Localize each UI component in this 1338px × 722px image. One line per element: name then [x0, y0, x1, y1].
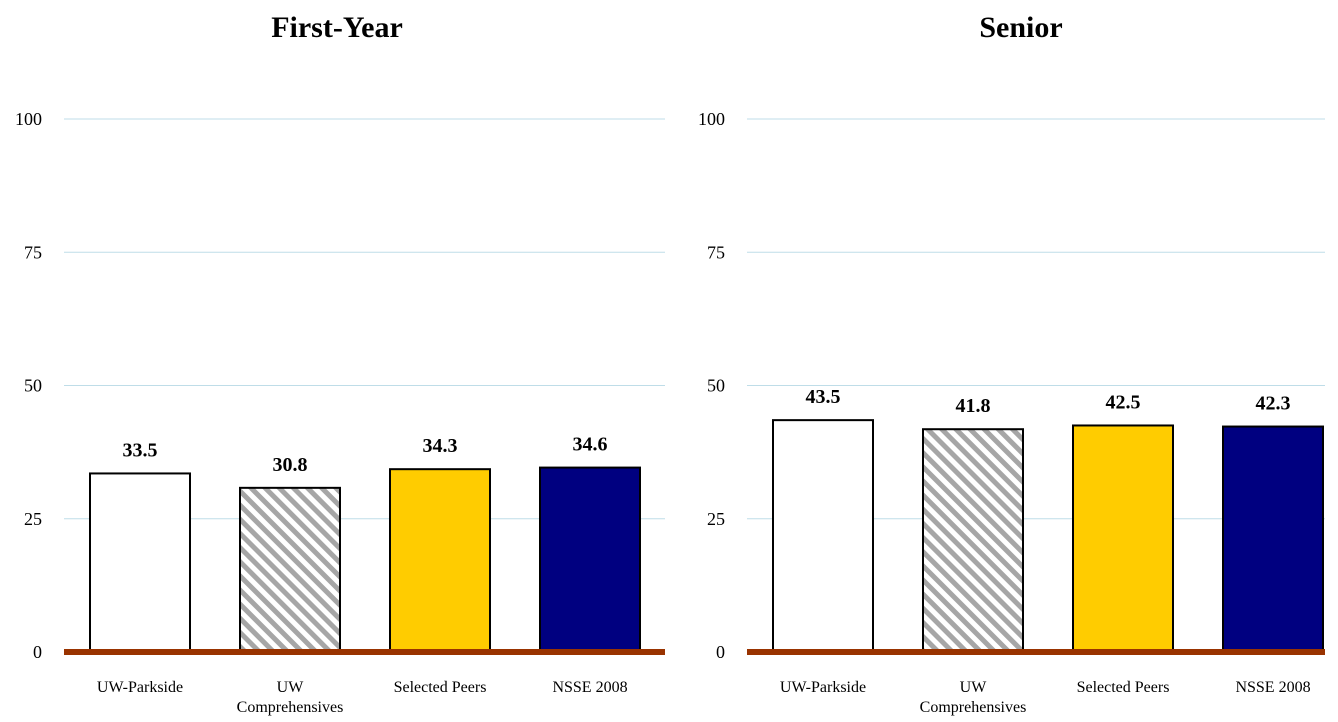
y-tick-label: 75: [707, 242, 725, 262]
y-tick-label: 100: [698, 109, 725, 129]
bar-value-label: 42.5: [1106, 391, 1141, 413]
y-tick-label: 50: [707, 376, 725, 396]
x-tick-label: UW-Parkside: [780, 679, 866, 696]
x-tick-label: Selected Peers: [1077, 679, 1170, 696]
bar: [89, 472, 191, 653]
bar: [772, 419, 874, 653]
y-tick-label: 0: [716, 642, 725, 662]
y-tick-label: 0: [33, 642, 42, 662]
bar: [1222, 425, 1324, 653]
chart-title: First-Year: [271, 11, 403, 44]
bar-value-label: 42.3: [1256, 393, 1291, 415]
y-tick-label: 25: [707, 509, 725, 529]
bar-value-label: 30.8: [273, 454, 308, 476]
chart-title: Senior: [979, 11, 1062, 44]
bar: [1072, 424, 1174, 653]
bar: [389, 468, 491, 653]
bar: [922, 428, 1024, 653]
y-tick-label: 25: [24, 509, 42, 529]
y-tick-label: 100: [15, 109, 42, 129]
bar-value-label: 34.6: [573, 434, 608, 456]
x-tick-label: Selected Peers: [394, 679, 487, 696]
x-tick-label: UW Comprehensives: [237, 679, 344, 716]
bar-value-label: 33.5: [123, 439, 158, 461]
x-tick-label: NSSE 2008: [552, 679, 627, 696]
y-tick-label: 75: [24, 242, 42, 262]
bar-value-label: 43.5: [806, 386, 841, 408]
x-tick-label: UW Comprehensives: [920, 679, 1027, 716]
bar-value-label: 34.3: [423, 435, 458, 457]
x-tick-label: NSSE 2008: [1235, 679, 1310, 696]
bar-value-label: 41.8: [956, 395, 991, 417]
bar: [239, 486, 341, 653]
bar: [539, 466, 641, 653]
chart-panel-first-year: First-Year 0 25 50 75 100 33.5 UW-Parkside 30.8 U…: [15, 11, 665, 716]
chart-panel-senior: Senior 0 25 50 75 100 43.5 UW-Parkside 41.8 UW Com…: [698, 11, 1325, 716]
y-tick-label: 50: [24, 376, 42, 396]
x-tick-label: UW-Parkside: [97, 679, 183, 696]
